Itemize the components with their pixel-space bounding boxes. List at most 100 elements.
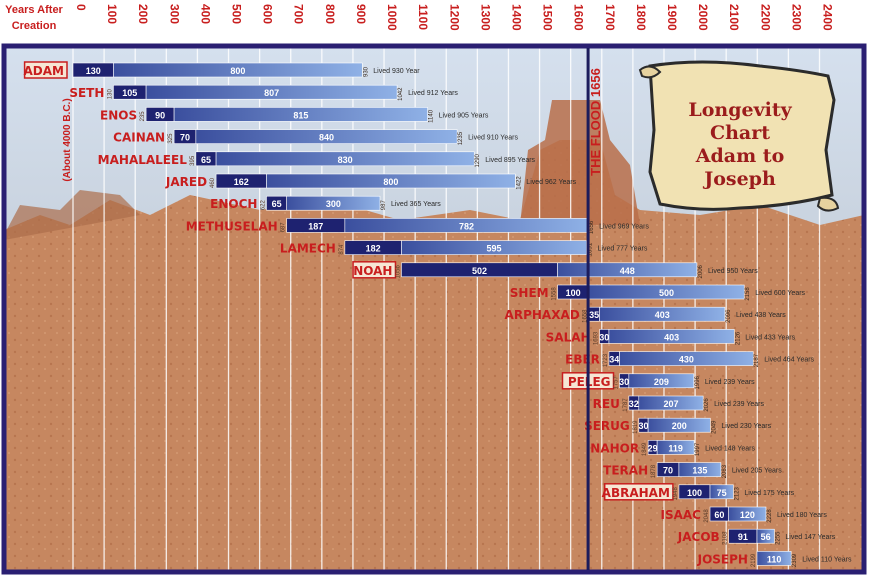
bar-after-son: [628, 373, 695, 389]
birth-year: 1948: [673, 486, 679, 500]
distant-mesa: [4, 190, 140, 240]
bar-value: 200: [672, 421, 687, 431]
bar-value: 815: [293, 110, 308, 120]
lived-label: Lived 433 Years: [745, 334, 795, 341]
x-tick-label: 800: [323, 4, 337, 24]
name-box: [23, 61, 68, 79]
person-row: LAMECH 874 182 595 1651 Lived 777 Years: [280, 240, 648, 256]
bar-value: 91: [738, 532, 748, 542]
birth-year: 687: [281, 222, 287, 233]
birth-year: 2199: [751, 553, 757, 567]
bar-value: 502: [472, 266, 487, 276]
person-row: SHEM 1558 100 500 2158 Lived 600 Years: [510, 284, 806, 301]
bar-after-son: [756, 528, 775, 544]
lived-label: Lived 464 Years: [764, 357, 814, 364]
bar-value: 30: [619, 377, 629, 387]
bar-value: 403: [664, 332, 679, 342]
bar-value: 448: [620, 266, 635, 276]
bar-value: 100: [687, 488, 702, 498]
birth-year: 1693: [594, 331, 600, 345]
lived-label: Lived 912 Years: [408, 90, 458, 97]
person-row: JACOB 2108 91 56 2255 Lived 147 Years: [677, 528, 836, 545]
birth-year: 1757: [614, 375, 620, 389]
person-row: ENOS 235 90 815 1140 Lived 905 Years: [100, 107, 489, 123]
person-row: JOSEPH 2199 110 2309 Lived 110 Years: [697, 551, 852, 567]
bar-value: 209: [654, 377, 669, 387]
x-tick-label: 1900: [665, 4, 679, 31]
x-tick-label: 300: [167, 4, 181, 24]
person-name: JARED: [165, 175, 207, 189]
person-row: SALAH 1693 30 403 2126 Lived 433 Years: [546, 329, 796, 345]
person-row: NAHOR 1849 29 119 1997 Lived 148 Years: [590, 440, 755, 456]
person-row: MAHALALEEL 395 65 830 1290 Lived 895 Years: [98, 151, 536, 167]
chart-frame: [1, 43, 867, 575]
axis-caption: Years After Creation: [5, 4, 63, 32]
bar-value: 187: [308, 221, 323, 231]
lived-label: Lived 600 Years: [755, 290, 805, 297]
end-year: 2228: [767, 509, 773, 523]
x-tick-label: 2300: [789, 4, 803, 31]
person-name: MAHALALEEL: [98, 153, 188, 167]
birth-year: 622: [260, 200, 266, 211]
scroll-line-1: Longevity: [688, 99, 792, 121]
year-axis-ticks: 0 100 200 300 400 500 600 700 800 900 1000 1100 1200…: [74, 4, 835, 31]
bar-value: 105: [122, 88, 137, 98]
bar-after-son: [599, 306, 726, 322]
bar-value: 300: [326, 199, 341, 209]
x-tick-label: 100: [105, 4, 119, 24]
bar-after-son: [173, 107, 428, 122]
bar-value: 90: [155, 110, 165, 120]
person-row: CAINAN 325 70 840 1235 Lived 910 Years: [113, 129, 518, 145]
title-scroll: Longevity Chart Adam to Joseph: [638, 60, 840, 212]
bar-value: 34: [609, 355, 619, 365]
person-row: SETH 130 105 807 1042 Lived 912 Years: [69, 84, 458, 101]
lived-label: Lived 180 Years: [777, 512, 827, 519]
axis-caption-line1: Years After: [5, 4, 63, 16]
person-name: SERUG: [584, 419, 630, 433]
name-box: [352, 261, 397, 279]
person-name: NAHOR: [590, 441, 639, 455]
x-tick-label: 2400: [821, 4, 835, 31]
bar-after-son: [286, 195, 381, 211]
bar-value: 830: [338, 155, 353, 165]
bar-value: 29: [648, 443, 658, 453]
end-year: 2309: [792, 553, 798, 567]
person-name: JOSEPH: [697, 552, 748, 566]
person-row: ISAAC 2048 60 120 2228 Lived 180 Years: [661, 506, 827, 523]
person-name: ABRAHAM: [602, 486, 670, 500]
bar-after-son: [638, 395, 704, 411]
person-name: CAINAN: [113, 131, 165, 145]
lived-label: Lived 239 Years: [714, 401, 764, 408]
x-tick-label: 700: [292, 4, 306, 24]
x-tick-label: 600: [261, 4, 275, 24]
date-note: (About 4000 B.C.): [62, 98, 73, 181]
end-year: 2083: [722, 464, 728, 478]
person-name: JACOB: [677, 530, 720, 544]
birth-year: 1849: [642, 442, 648, 456]
lived-label: Lived 910 Years: [468, 135, 518, 142]
lived-label: Lived 175 Years: [744, 490, 794, 497]
person-name: SETH: [69, 86, 104, 100]
bar-value: 800: [230, 66, 245, 76]
axis-caption-line2: Creation: [12, 20, 57, 32]
person-name: SALAH: [546, 330, 591, 344]
x-tick-label: 1300: [478, 4, 492, 31]
bar-value: 782: [459, 221, 474, 231]
bar-value: 65: [272, 199, 282, 209]
bar-value: 65: [201, 155, 211, 165]
birth-year: 235: [140, 111, 146, 122]
bar-value: 500: [659, 288, 674, 298]
end-year: 1996: [695, 375, 701, 389]
end-year: 930: [363, 66, 369, 77]
x-tick-label: 1500: [541, 4, 555, 31]
person-name: ARPHAXAD: [505, 308, 580, 322]
x-tick-label: 500: [230, 4, 244, 24]
x-tick-label: 1200: [447, 4, 461, 31]
bar-value: 207: [663, 399, 678, 409]
bar-value: 100: [566, 288, 581, 298]
lived-label: Lived 895 Years: [485, 157, 535, 164]
end-year: 1656: [589, 220, 595, 234]
x-tick-label: 1000: [385, 4, 399, 31]
